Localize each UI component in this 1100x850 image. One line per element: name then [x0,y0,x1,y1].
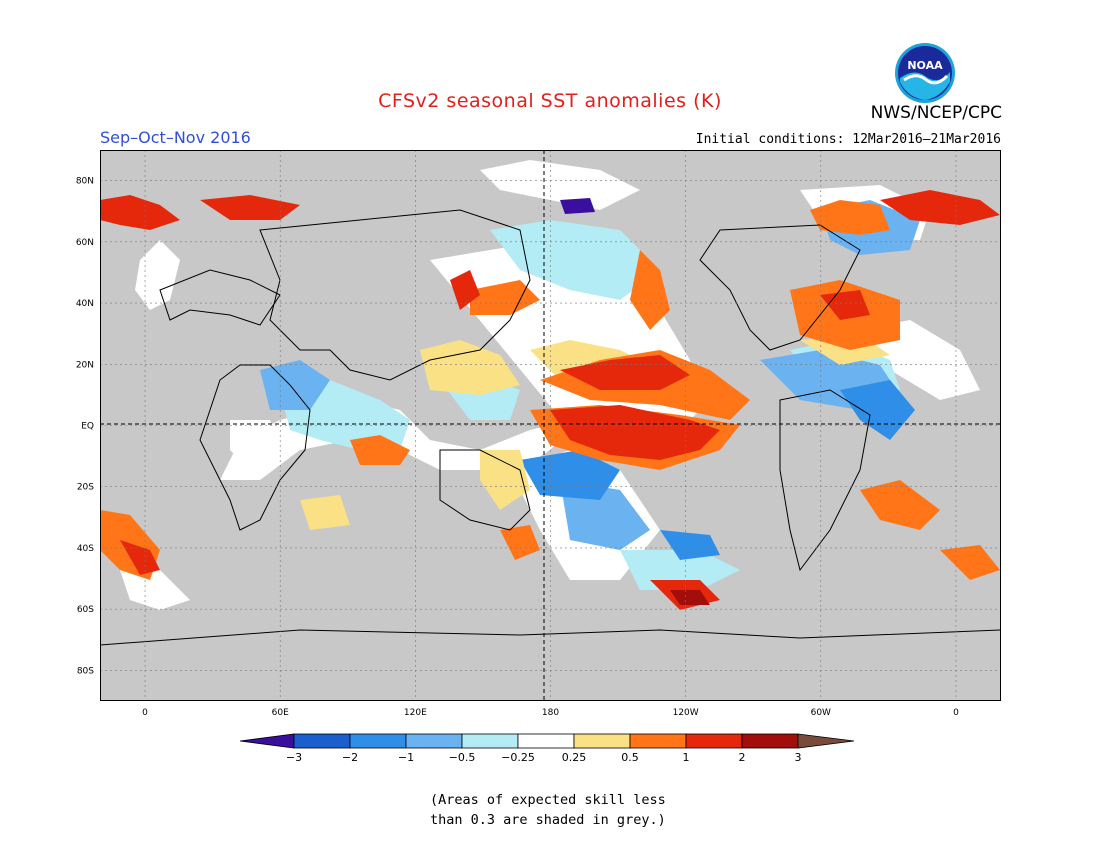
colorbar-label: 0.5 [621,751,639,764]
colorbar-legend: −3 −2 −1 −0.5 −0.25 0.25 0.5 1 2 3 [239,733,855,764]
skill-note-line-1: (Areas of expected skill less [430,792,666,808]
lat-label: 60S [77,605,94,615]
south-america-outline [779,389,871,572]
lon-label: 120W [673,708,699,718]
logo-text: NOAA [907,59,943,72]
reference-lines [100,150,1001,701]
colorbar-label: −0.5 [449,751,476,764]
colorbar-label: 1 [683,751,690,764]
colorbar-box [405,733,463,749]
lon-label: 180 [542,708,559,718]
colorbar-box [461,733,519,749]
ocean-shading [100,160,1000,610]
map-axis-labels: 80N 60N 40N 20N EQ 20S 40S 60S 80S 0 60E 120E 180 12… [76,177,959,718]
lat-label: 80S [77,666,94,676]
colorbar-label: 2 [739,751,746,764]
colorbar-label: 0.25 [562,751,587,764]
colorbar-arrow-low [239,733,295,749]
colorbar-label: −2 [342,751,358,764]
africa-outline [199,364,311,531]
map-frame [100,150,1001,701]
colorbar-box [293,733,351,749]
lat-label: 20S [77,483,94,493]
colorbar-box [741,733,799,749]
europe-outline [159,269,281,326]
lon-label: 120E [404,708,427,718]
map-title: CFSv2 seasonal SST anomalies (K) [378,90,722,112]
map-gridlines [100,150,1001,701]
australia-outline [439,449,531,531]
colorbar-box [629,733,687,749]
initial-conditions-label: Initial conditions: 12Mar2016–21Mar2016 [695,132,1001,147]
colorbar-label: 3 [795,751,802,764]
lon-label: 60E [272,708,289,718]
skill-note: (Areas of expected skill less than 0.3 a… [430,790,730,830]
agency-label: NWS/NCEP/CPC [870,103,1002,123]
lon-label: 0 [142,708,148,718]
noaa-logo: NOAA [895,43,955,103]
lat-label: EQ [81,422,94,432]
colorbar-label: −1 [398,751,414,764]
skill-note-line-2: than 0.3 are shaded in grey.) [430,812,666,828]
sst-anomaly-map [100,150,1001,701]
antarctica-outline [100,629,1001,646]
lat-label: 20N [76,360,94,370]
colorbar-box [573,733,631,749]
season-label: Sep–Oct–Nov 2016 [100,128,251,147]
lat-label: 80N [76,177,94,187]
colorbar-box [349,733,407,749]
lon-label: 0 [953,708,959,718]
lat-label: 40N [76,299,94,309]
colorbar-box [685,733,743,749]
lat-label: 60N [76,238,94,248]
north-america-outline [699,224,861,351]
colorbar-label: −3 [286,751,302,764]
lon-label: 60W [811,708,831,718]
lat-label: 40S [77,544,94,554]
colorbar-label: −0.25 [501,751,535,764]
colorbar-box [517,733,575,749]
colorbar-arrow-high [797,733,855,749]
